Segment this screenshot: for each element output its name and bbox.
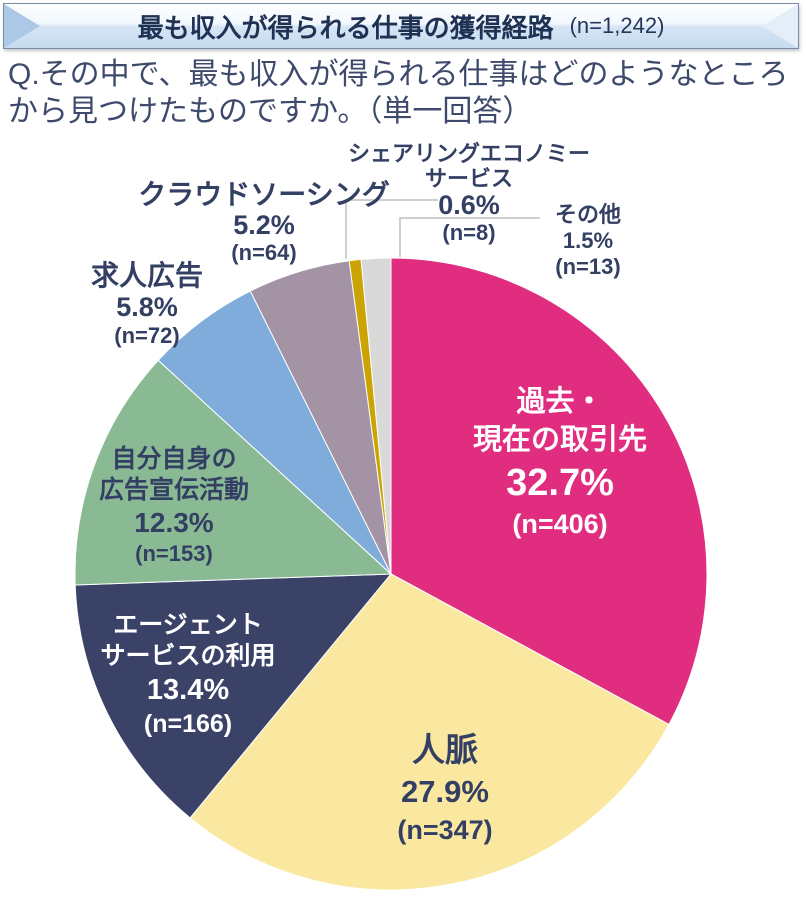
slice-label-percent: 32.7% <box>506 462 614 504</box>
slice-label-percent: 5.8% <box>116 292 178 322</box>
slice-label-percent: 13.4% <box>146 674 230 706</box>
slice-label-count: (n=8) <box>442 220 496 245</box>
question-line-1: Q.その中で、最も収入が得られる仕事はどのようなところ <box>8 58 789 91</box>
slice-label-count: (n=153) <box>135 541 213 566</box>
leader-line-other <box>399 217 540 257</box>
question-text: Q.その中で、最も収入が得られる仕事はどのようなところ から見つけたものですか。… <box>8 56 800 130</box>
slice-label-name: 現在の取引先 <box>472 424 647 456</box>
slice-label-name: クラウドソーシング <box>138 179 390 210</box>
slice-label-name: 過去・ <box>516 386 604 418</box>
slice-label-self-promotion: 自分自身の 広告宣伝活動 12.3% (n=153) <box>49 444 299 567</box>
pie-slice-3 <box>74 359 393 586</box>
slice-label-name: 広告宣伝活動 <box>98 476 249 504</box>
slice-label-percent: 27.9% <box>401 774 489 809</box>
slice-label-count: (n=72) <box>114 323 180 348</box>
page-title: 最も収入が得られる仕事の獲得経路 <box>137 12 554 43</box>
slice-label-name: エージェント <box>113 611 263 639</box>
slice-label-percent: 0.6% <box>438 190 500 220</box>
slice-label-percent: 5.2% <box>233 210 295 240</box>
slice-label-count: (n=64) <box>231 240 297 265</box>
slice-label-count: (n=406) <box>512 509 608 539</box>
slice-label-agent-service: エージェント サービスの利用 13.4% (n=166) <box>63 610 313 740</box>
slice-label-crowdsourcing: クラウドソーシング 5.2% (n=64) <box>104 180 424 266</box>
slice-label-past-current-clients: 過去・ 現在の取引先 32.7% (n=406) <box>430 383 690 541</box>
pie-slices <box>74 257 708 891</box>
sample-size: (n=1,242) <box>569 13 665 38</box>
slice-label-name: 求人広告 <box>90 260 203 291</box>
slice-label-count: (n=347) <box>397 815 493 845</box>
slice-label-name: サービスの利用 <box>100 642 276 670</box>
header-banner: 最も収入が得られる仕事の獲得経路 (n=1,242) <box>3 3 799 49</box>
slice-label-count: (n=13) <box>555 254 621 279</box>
slice-label-count: (n=166) <box>143 710 233 738</box>
slice-label-sharing-economy: シェアリングエコノミー サービス 0.6% (n=8) <box>339 141 599 246</box>
slice-label-name: サービス <box>424 166 513 191</box>
slice-label-percent: 1.5% <box>562 228 614 253</box>
slice-label-name: 人脈 <box>412 731 478 768</box>
slice-label-job-ads: 求人広告 5.8% (n=72) <box>27 260 267 349</box>
slice-label-name: シェアリングエコノミー <box>347 141 590 166</box>
slice-label-percent: 12.3% <box>134 507 214 538</box>
slice-label-name: その他 <box>554 202 621 227</box>
slice-label-name: 自分自身の <box>111 445 237 473</box>
pie-slice-2 <box>74 573 393 819</box>
pie-slice-7 <box>360 257 392 575</box>
question-line-2: から見つけたものですか。（単一回答） <box>8 95 533 128</box>
pie-slice-0 <box>390 257 708 726</box>
leader-line-sharing-economy <box>345 199 438 259</box>
slice-label-personal-connections: 人脈 27.9% (n=347) <box>315 728 575 848</box>
slice-label-other: その他 1.5% (n=13) <box>508 202 668 280</box>
pie-slice-1 <box>189 573 670 891</box>
